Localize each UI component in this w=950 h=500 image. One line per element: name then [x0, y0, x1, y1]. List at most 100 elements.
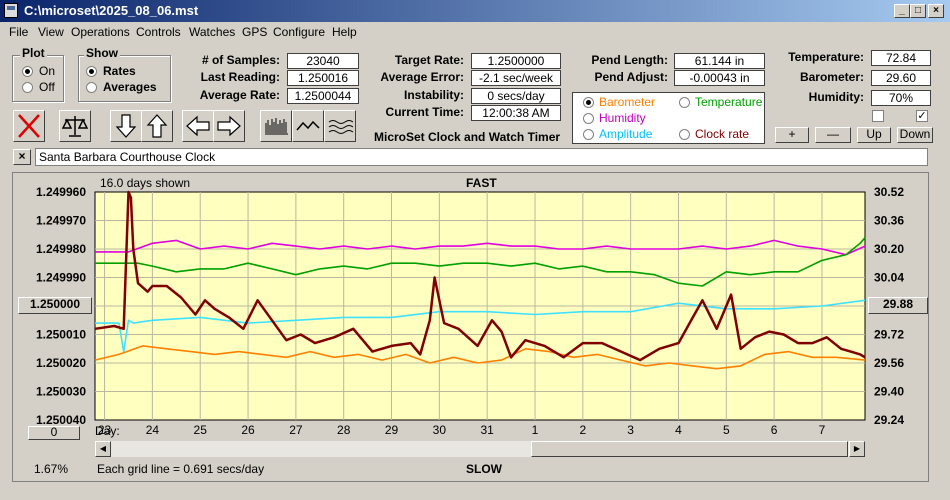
menu-gps[interactable]: GPS	[242, 25, 268, 39]
temperature-label: Temperature:	[788, 50, 864, 64]
temperature-field: 72.84	[871, 50, 931, 66]
bars-view-button[interactable]	[260, 110, 292, 142]
average-rate-label: Average Rate:	[199, 88, 280, 102]
maximize-button[interactable]: □	[910, 4, 926, 18]
menu-configure[interactable]: Configure	[273, 25, 326, 39]
clear-data-button[interactable]	[13, 110, 45, 142]
aux-amplitude-radio[interactable]	[583, 129, 594, 140]
instability-field: 0 secs/day	[471, 88, 561, 104]
left-tick-label: 1.250020	[36, 356, 86, 370]
x-tick-label: 2	[579, 423, 586, 437]
aux-barometer-radio[interactable]	[583, 97, 594, 108]
aux-humidity-radio[interactable]	[583, 113, 594, 124]
checkbox-1[interactable]	[872, 110, 884, 122]
left-axis-labels: 1.2499601.2499701.2499801.2499901.250000…	[36, 185, 86, 427]
menu-operations[interactable]: Operations	[71, 25, 130, 39]
left-tick-label: 1.249990	[36, 271, 86, 285]
barometer-field: 29.60	[871, 70, 931, 86]
center-rate-button[interactable]: 1.250000	[18, 297, 92, 314]
minimize-button[interactable]: _	[894, 4, 910, 18]
plot-on-radio[interactable]	[22, 66, 33, 77]
bars-icon	[265, 118, 288, 135]
scroll-right-button[interactable]: ▶	[849, 441, 865, 457]
arrow-left-icon	[186, 115, 210, 137]
scale-down-button[interactable]: Down	[897, 127, 933, 143]
menu-bar: File View Operations Controls Watches GP…	[0, 22, 950, 42]
plot-frame	[12, 172, 929, 482]
show-group	[78, 55, 171, 102]
plot-off-label: Off	[39, 80, 55, 94]
x-tick-label: 29	[385, 423, 399, 437]
multi-wave-view-button[interactable]	[324, 110, 356, 142]
checkbox-2[interactable]: ✓	[916, 110, 928, 122]
aux-series-box	[572, 92, 765, 144]
right-tick-label: 29.24	[874, 413, 904, 427]
right-tick-label: 30.52	[874, 185, 904, 199]
app-icon[interactable]	[4, 3, 18, 18]
x-tick-label: 4	[675, 423, 682, 437]
series-humidity	[95, 239, 866, 256]
scale-minus-button[interactable]: —	[815, 127, 851, 143]
average-error-label: Average Error:	[380, 70, 464, 84]
plot-group-title: Plot	[20, 46, 47, 60]
x-tick-label: 31	[480, 423, 494, 437]
x-axis-labels: 23 24 25 26 27 28 29 30 31 1 2 3 4 5 6 7	[98, 423, 826, 437]
balance-button[interactable]	[59, 110, 91, 142]
menu-file[interactable]: File	[9, 25, 29, 39]
plot-on-label: On	[39, 64, 56, 78]
left-tick-label: 1.249960	[36, 185, 86, 199]
average-error-field: -2.1 sec/week	[471, 70, 561, 86]
aux-center-button[interactable]: 29.88	[868, 297, 928, 314]
arrow-left-button[interactable]	[182, 110, 214, 142]
day-axis-label: Day:	[95, 424, 120, 438]
left-tick-label: 1.250040	[36, 413, 86, 427]
x-tick-label: 30	[433, 423, 447, 437]
close-window-button[interactable]: ×	[928, 4, 944, 18]
pend-adjust-field: -0.00043 in	[674, 70, 765, 86]
balance-scale-icon	[61, 116, 89, 137]
humidity-label: Humidity:	[808, 90, 864, 104]
grid-lines	[95, 192, 865, 420]
clock-name-field[interactable]: Santa Barbara Courthouse Clock	[35, 148, 928, 166]
close-x-icon	[18, 114, 40, 138]
aux-temperature-radio[interactable]	[679, 97, 690, 108]
target-rate-field[interactable]: 1.2500000	[471, 53, 561, 69]
x-tick-label: 5	[723, 423, 730, 437]
grid-note: Each grid line = 0.691 secs/day	[97, 462, 265, 476]
left-tick-label: 1.250030	[36, 385, 86, 399]
offset-zero-button[interactable]: 0	[28, 426, 80, 440]
aux-amplitude-label: Amplitude	[599, 127, 653, 141]
scale-up-button[interactable]: Up	[857, 127, 891, 143]
average-rate-field: 1.2500044	[287, 88, 359, 104]
arrow-up-button[interactable]	[141, 110, 173, 142]
show-rates-label: Rates	[103, 64, 136, 78]
x-tick-label: 27	[289, 423, 303, 437]
right-axis-labels: 30.52 30.36 30.20 30.04 29.72 29.56 29.40 29.24	[874, 185, 904, 427]
instability-label: Instability:	[403, 88, 464, 102]
arrow-down-button[interactable]	[110, 110, 142, 142]
plot-off-radio[interactable]	[22, 82, 33, 93]
show-averages-radio[interactable]	[86, 82, 97, 93]
wave-view-button[interactable]	[292, 110, 324, 142]
fast-label: FAST	[466, 176, 497, 190]
right-tick-label: 30.20	[874, 242, 904, 256]
menu-view[interactable]: View	[38, 25, 64, 39]
right-tick-label: 29.56	[874, 356, 904, 370]
target-rate-label: Target Rate:	[394, 53, 464, 67]
scale-plus-button[interactable]: +	[775, 127, 809, 143]
aux-clock-rate-radio[interactable]	[679, 129, 690, 140]
menu-controls[interactable]: Controls	[136, 25, 181, 39]
show-rates-radio[interactable]	[86, 66, 97, 77]
scroll-thumb[interactable]	[531, 441, 848, 457]
arrow-down-icon	[115, 114, 137, 138]
aux-clock-rate-label: Clock rate	[695, 127, 750, 141]
menu-help[interactable]: Help	[332, 25, 357, 39]
scroll-left-button[interactable]: ◀	[95, 441, 111, 457]
aux-temperature-label: Temperature	[695, 95, 763, 109]
clear-name-button[interactable]: ×	[13, 149, 31, 165]
menu-watches[interactable]: Watches	[189, 25, 236, 39]
left-tick-label: 1.250010	[36, 328, 86, 342]
right-tick-label: 30.04	[874, 271, 904, 285]
arrow-right-button[interactable]	[213, 110, 245, 142]
